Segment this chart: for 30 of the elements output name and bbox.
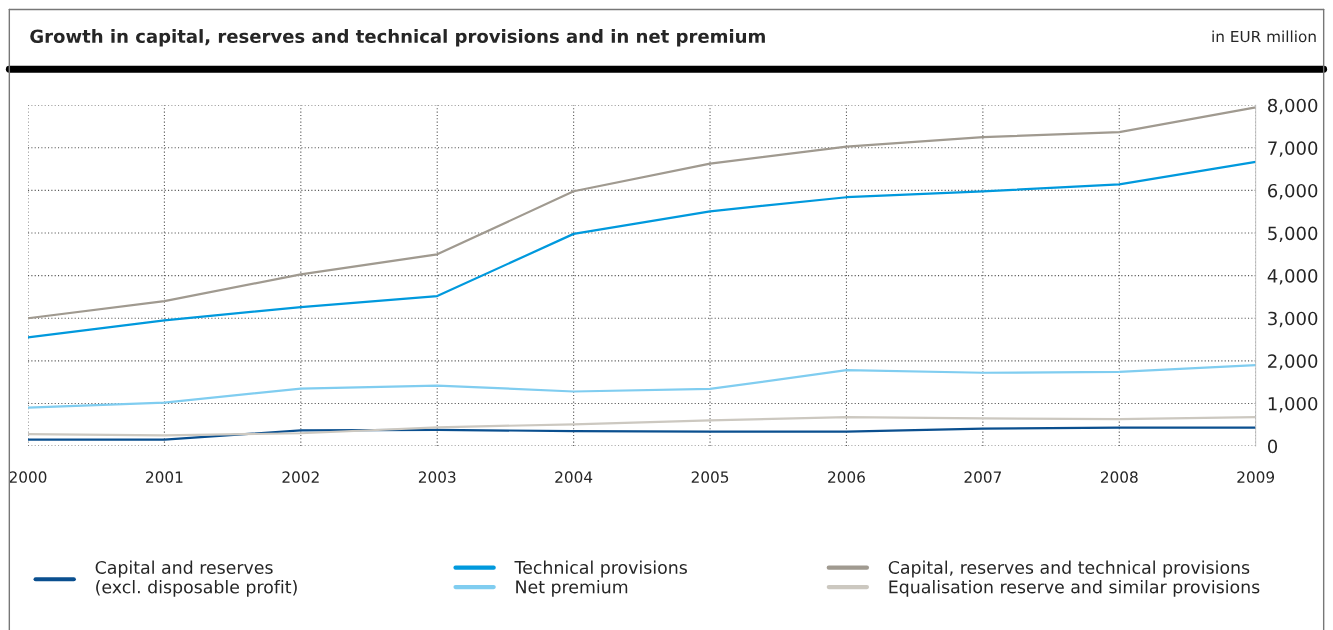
y-tick-label: 8,000	[1268, 98, 1318, 115]
text: in EUR million	[1212, 30, 1316, 43]
legend-label: Net premium	[516, 579, 628, 597]
y-tick-label: 6,000	[1268, 183, 1318, 200]
x-tick-label: 2004	[555, 471, 593, 483]
x-tick-label: 2001	[146, 471, 183, 483]
legend-label: Technical provisions	[514, 560, 687, 578]
y-tick-label: 3,000	[1268, 311, 1318, 328]
x-tick-label: 2009	[1237, 471, 1275, 483]
y-tick-label: 5,000	[1268, 226, 1318, 242]
y-tick-label: 0	[1267, 439, 1278, 454]
y-tick-label: 1,000	[1268, 396, 1318, 413]
line-series	[27, 363, 1256, 409]
x-tick-label: 2002	[282, 471, 319, 483]
x-tick-label: 2008	[1100, 471, 1138, 483]
legend-label: Capital and reserves (excl. disposable profit)	[95, 560, 297, 597]
line-series	[27, 426, 1256, 441]
y-tick-label: 4,000	[1267, 269, 1318, 285]
y-tick-label: 2,000	[1268, 354, 1318, 370]
x-tick-label: 2007	[964, 471, 1001, 483]
y-tick-label: 7,000	[1268, 141, 1318, 157]
x-tick-label: 2006	[828, 471, 865, 483]
legend-label: Capital, reserves and technical provisions	[888, 560, 1250, 578]
legend-label: Equalisation reserve and similar provisions	[889, 579, 1260, 597]
x-tick-label: 2005	[691, 471, 729, 483]
chart-title: Growth in capital, reserves and technical provisions and in net premium	[30, 29, 765, 47]
line-series	[27, 160, 1256, 339]
x-tick-label: 2003	[418, 471, 456, 483]
x-tick-label: 2000	[9, 471, 47, 483]
line-series	[27, 415, 1256, 437]
